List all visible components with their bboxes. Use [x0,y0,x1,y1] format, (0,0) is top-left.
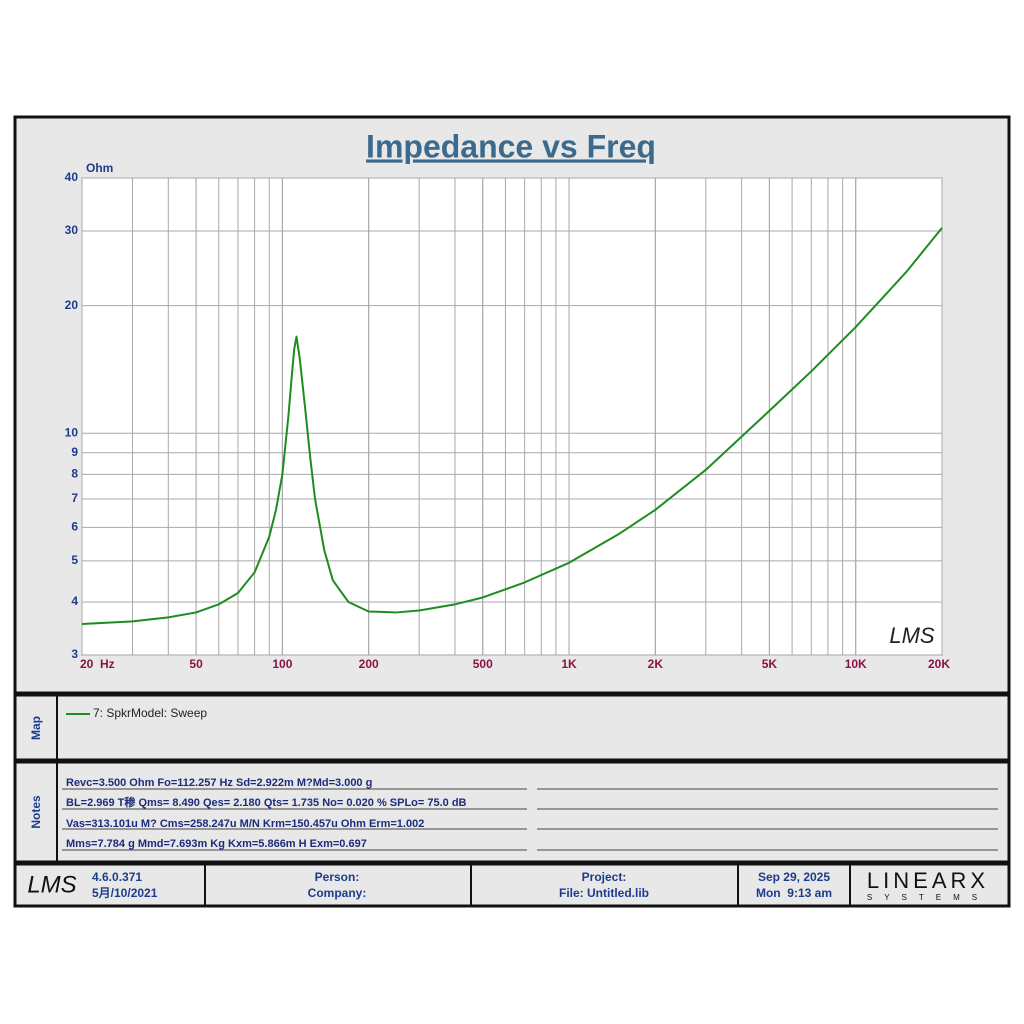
note-line: Revc=3.500 Ohm Fo=112.257 Hz Sd=2.922m M… [66,777,372,789]
notes-panel [13,760,1011,864]
y-tick-label: 10 [65,425,79,439]
y-axis-label: Ohm [86,161,113,175]
y-tick-label: 6 [71,520,78,534]
legend-entry: 7: SpkrModel: Sweep [93,706,207,720]
map-panel [13,693,1011,762]
x-tick-label: 20 Hz [80,657,115,671]
y-tick-label: 9 [71,445,78,459]
x-tick-label: 50 [189,657,203,671]
build-date: 5月/10/2021 [92,886,158,900]
brand: LINEARX [867,868,989,893]
curve-layer [81,227,943,625]
x-tick-label: 200 [359,657,379,671]
y-tick-label: 20 [65,298,79,312]
y-tick-label: 5 [71,553,78,567]
x-tick-label: 5K [762,657,778,671]
note-line: Vas=313.101u M? Cms=258.247u M/N Krm=150… [66,818,424,830]
notes-label: Notes [29,795,43,829]
x-tick-label: 10K [845,657,867,671]
map-label: Map [29,716,43,740]
company: Company: [308,886,367,900]
x-tick-label: 2K [648,657,664,671]
run-time: Mon 9:13 am [756,886,832,900]
footer-panel [13,862,1011,908]
version: 4.6.0.371 [92,870,142,884]
y-tick-label: 3 [71,647,78,661]
file: File: Untitled.lib [559,886,649,900]
y-tick-label: 8 [71,467,78,481]
brand-sub: SYSTEMS [867,893,989,902]
plot-area [81,177,943,656]
watermark: LMS [889,623,935,648]
x-tick-label: 20K [928,657,950,671]
x-tick-label: 1K [561,657,577,671]
note-line: BL=2.969 T䅟 Qms= 8.490 Qes= 2.180 Qts= 1… [66,795,467,809]
x-tick-label: 100 [272,657,292,671]
chart-title: Impedance vs Freq [366,128,656,164]
grid [81,177,943,656]
y-tick-label: 4 [71,594,78,608]
x-tick-label: 500 [473,657,493,671]
y-tick-label: 40 [65,170,79,184]
impedance-curve [81,227,943,625]
y-tick-label: 30 [65,223,79,237]
note-underlines [62,788,998,851]
run-date: Sep 29, 2025 [758,870,830,884]
footer-logo: LMS [27,871,76,898]
project: Project: [582,870,627,884]
note-line: Mms=7.784 g Mmd=7.693m Kg Kxm=5.866m H E… [66,838,367,850]
person: Person: [315,870,360,884]
y-tick-label: 7 [71,491,78,505]
